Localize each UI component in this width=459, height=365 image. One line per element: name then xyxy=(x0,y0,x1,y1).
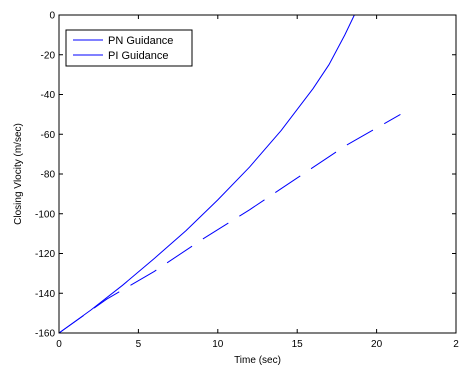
y-tick-label: -140 xyxy=(35,289,55,300)
plot-background xyxy=(59,15,456,333)
x-tick-label: 15 xyxy=(292,339,304,350)
x-tick-label: 2 xyxy=(453,339,459,350)
axis-ticks xyxy=(58,14,457,334)
y-tick-label: -100 xyxy=(35,209,55,220)
y-tick-label: -40 xyxy=(41,90,56,101)
legend-label-pi-guidance: PI Guidance xyxy=(108,50,169,62)
y-tick-label: -160 xyxy=(35,329,55,340)
legend: PN Guidance PI Guidance xyxy=(65,29,193,67)
y-tick-label: -120 xyxy=(35,249,55,260)
legend-label-pn-guidance: PN Guidance xyxy=(108,35,173,47)
series-line-pi-guidance xyxy=(58,113,401,334)
x-tick-label: 20 xyxy=(371,339,383,350)
y-tick-label: -80 xyxy=(41,170,56,181)
legend-box xyxy=(65,29,193,67)
y-tick-label: -60 xyxy=(41,130,56,141)
series-line-pn-guidance xyxy=(58,14,355,334)
y-axis-label: Closing Vlocity (m/sec) xyxy=(13,123,24,225)
plot-series xyxy=(58,14,401,334)
x-tick-label: 5 xyxy=(136,339,142,350)
x-tick-label: 10 xyxy=(212,339,224,350)
tick-labels: 0 5 10 15 20 20-20-40-60-80-100-120-140-160 xyxy=(35,11,459,351)
x-axis-label: Time (sec) xyxy=(234,355,281,365)
x-tick-label: 0 xyxy=(56,339,62,350)
y-tick-label: -20 xyxy=(41,50,56,61)
y-tick-label: 0 xyxy=(49,11,55,22)
